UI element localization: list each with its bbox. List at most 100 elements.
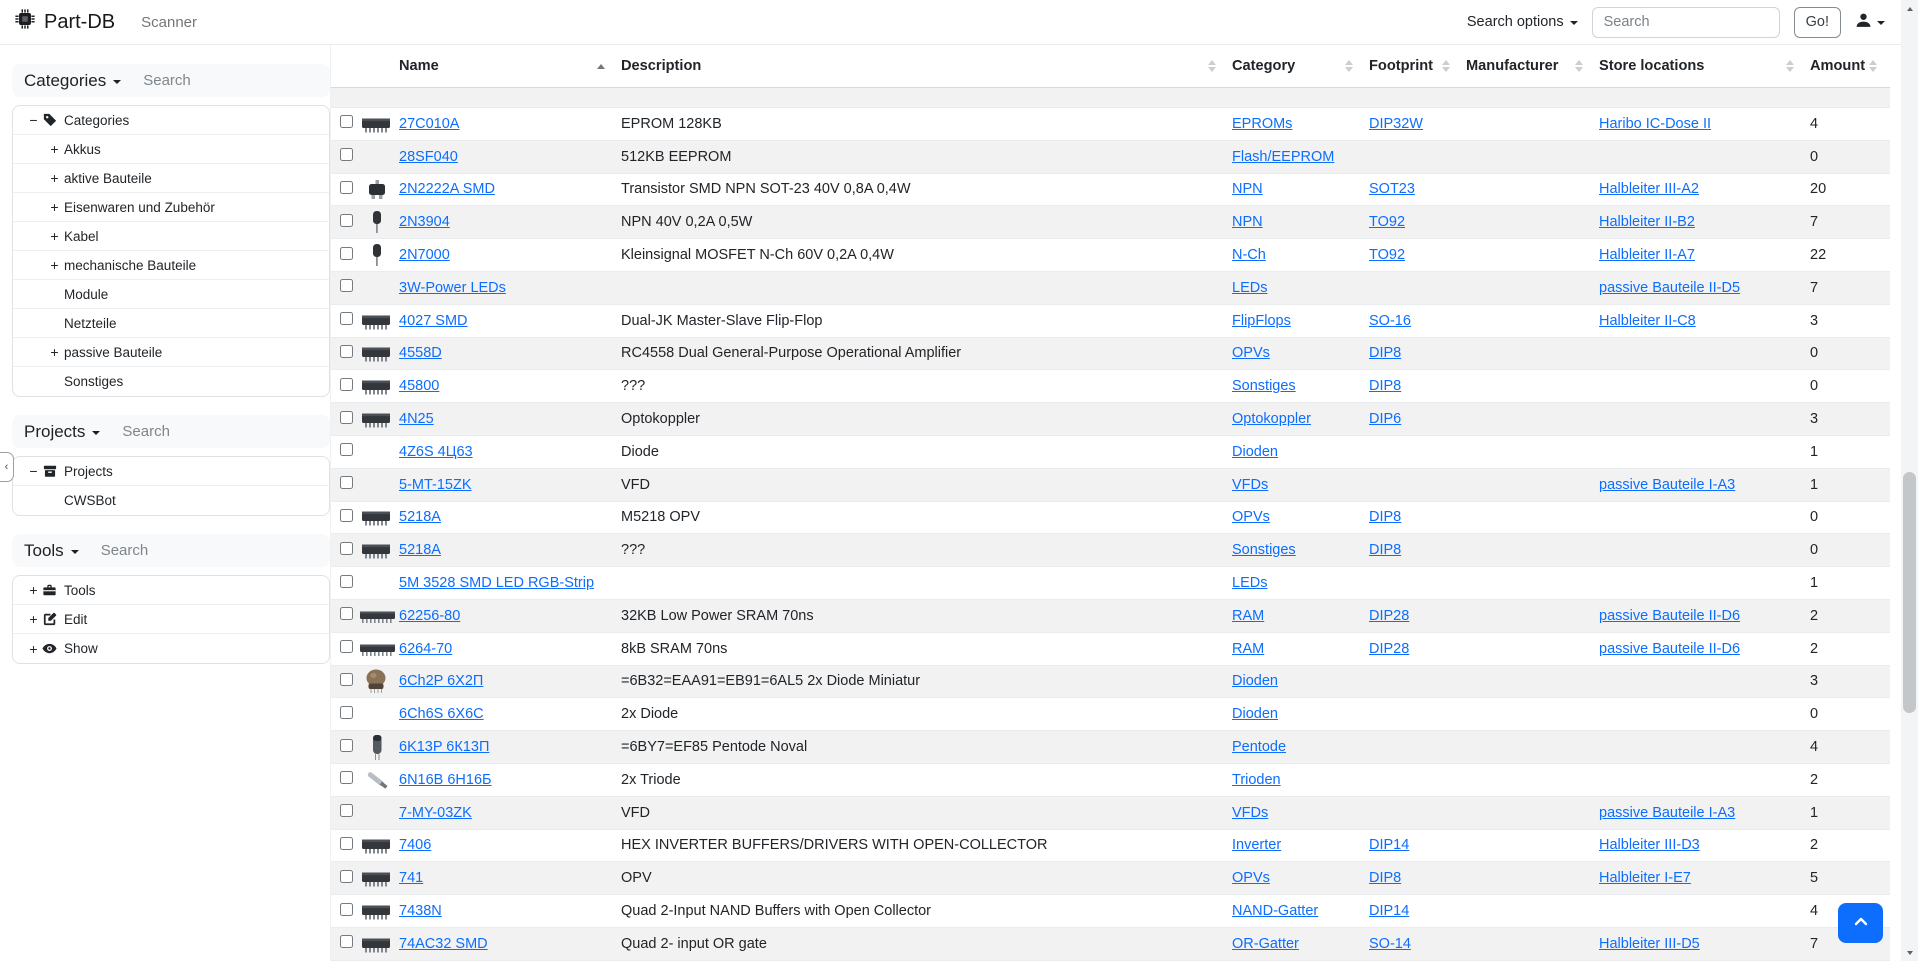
part-name-link[interactable]: 4N25 bbox=[399, 411, 434, 428]
panel-header-categories[interactable]: Categories bbox=[12, 64, 330, 97]
category-link[interactable]: Optokoppler bbox=[1232, 411, 1311, 428]
store-location-link[interactable]: passive Bauteile I-A3 bbox=[1599, 804, 1736, 821]
category-link[interactable]: Dioden bbox=[1232, 706, 1278, 723]
column-header-footprint[interactable]: Footprint bbox=[1367, 45, 1464, 87]
search-options-dropdown[interactable]: Search options bbox=[1467, 14, 1578, 30]
part-name-link[interactable]: 74AC32 SMD bbox=[399, 935, 488, 952]
part-name-link[interactable]: 5-MT-15ZK bbox=[399, 476, 472, 493]
sidebar-item-projects[interactable]: − Projects bbox=[13, 457, 329, 486]
panel-header-tools[interactable]: Tools bbox=[12, 534, 330, 567]
sidebar-item-kabel[interactable]: + Kabel bbox=[13, 222, 329, 251]
part-name-link[interactable]: 7406 bbox=[399, 837, 432, 854]
tree-expander[interactable]: − bbox=[29, 112, 38, 128]
row-checkbox[interactable] bbox=[340, 476, 353, 490]
part-name-link[interactable]: 5218A bbox=[399, 509, 441, 526]
row-checkbox[interactable] bbox=[340, 705, 353, 719]
footprint-link[interactable]: DIP8 bbox=[1369, 378, 1402, 395]
part-name-link[interactable]: 6Ch2P 6Х2П bbox=[399, 673, 484, 690]
store-location-link[interactable]: Halbleiter III-A2 bbox=[1599, 181, 1699, 198]
sidebar-item-show[interactable]: + Show bbox=[13, 634, 329, 663]
row-checkbox[interactable] bbox=[340, 508, 353, 522]
sidebar-item-module[interactable]: Module bbox=[13, 280, 329, 309]
row-checkbox[interactable] bbox=[340, 607, 353, 621]
category-link[interactable]: Sonstiges bbox=[1232, 542, 1296, 559]
column-header-name[interactable]: Name bbox=[397, 45, 619, 87]
footprint-link[interactable]: TO92 bbox=[1369, 247, 1406, 264]
tree-expander[interactable]: − bbox=[29, 463, 38, 479]
part-name-link[interactable]: 7-MY-03ZK bbox=[399, 804, 472, 821]
part-name-link[interactable]: 6264-70 bbox=[399, 640, 453, 657]
user-menu[interactable] bbox=[1855, 12, 1885, 33]
row-checkbox[interactable] bbox=[340, 672, 353, 686]
row-checkbox[interactable] bbox=[340, 410, 353, 424]
nav-item-scanner[interactable]: Scanner bbox=[141, 13, 197, 31]
sidebar-item-passive-bauteile[interactable]: + passive Bauteile bbox=[13, 338, 329, 367]
store-location-link[interactable]: passive Bauteile II-D6 bbox=[1599, 607, 1741, 624]
category-link[interactable]: OPVs bbox=[1232, 509, 1270, 526]
row-checkbox[interactable] bbox=[340, 836, 353, 850]
sidebar-item-eisenwaren-und-zubeh-r[interactable]: + Eisenwaren und Zubehör bbox=[13, 193, 329, 222]
row-checkbox[interactable] bbox=[340, 541, 353, 555]
category-link[interactable]: N-Ch bbox=[1232, 247, 1266, 264]
part-name-link[interactable]: 7438N bbox=[399, 903, 442, 920]
sidebar-item-aktive-bauteile[interactable]: + aktive Bauteile bbox=[13, 164, 329, 193]
category-link[interactable]: RAM bbox=[1232, 607, 1265, 624]
tree-expander[interactable]: + bbox=[50, 199, 59, 215]
category-link[interactable]: Dioden bbox=[1232, 443, 1278, 460]
part-name-link[interactable]: 4558D bbox=[399, 345, 442, 362]
store-location-link[interactable]: Halbleiter I-E7 bbox=[1599, 870, 1691, 887]
store-location-link[interactable]: Halbleiter II-A7 bbox=[1599, 247, 1695, 264]
part-name-link[interactable]: 2N3904 bbox=[399, 214, 450, 231]
part-name-link[interactable]: 4027 SMD bbox=[399, 312, 468, 329]
sidebar-item-akkus[interactable]: + Akkus bbox=[13, 135, 329, 164]
tree-expander[interactable]: + bbox=[50, 344, 59, 360]
footprint-link[interactable]: DIP8 bbox=[1369, 345, 1402, 362]
sidebar-item-edit[interactable]: + Edit bbox=[13, 605, 329, 634]
store-location-link[interactable]: Halbleiter II-B2 bbox=[1599, 214, 1695, 231]
row-checkbox[interactable] bbox=[340, 771, 353, 785]
part-name-link[interactable]: 4Z6S 4Ц63 bbox=[399, 443, 473, 460]
category-link[interactable]: OR-Gatter bbox=[1232, 935, 1299, 952]
part-name-link[interactable]: 27C010A bbox=[399, 115, 460, 132]
row-checkbox[interactable] bbox=[340, 344, 353, 358]
category-link[interactable]: VFDs bbox=[1232, 476, 1269, 493]
part-name-link[interactable]: 5218A bbox=[399, 542, 441, 559]
tree-expander[interactable]: + bbox=[29, 611, 38, 627]
row-checkbox[interactable] bbox=[340, 869, 353, 883]
part-name-link[interactable]: 28SF040 bbox=[399, 148, 458, 165]
footprint-link[interactable]: TO92 bbox=[1369, 214, 1406, 231]
tree-expander[interactable]: + bbox=[50, 170, 59, 186]
sidebar-item-cwsbot[interactable]: CWSBot bbox=[13, 486, 329, 515]
part-name-link[interactable]: 3W-Power LEDs bbox=[399, 279, 506, 296]
row-checkbox[interactable] bbox=[340, 377, 353, 391]
search-input[interactable] bbox=[1591, 6, 1780, 38]
tree-expander[interactable]: + bbox=[50, 257, 59, 273]
part-name-link[interactable]: 2N7000 bbox=[399, 247, 450, 264]
footprint-link[interactable]: DIP32W bbox=[1369, 115, 1423, 132]
column-header-amount[interactable]: Amount bbox=[1808, 45, 1891, 87]
footprint-link[interactable]: SOT23 bbox=[1369, 181, 1415, 198]
part-name-link[interactable]: 741 bbox=[399, 870, 424, 887]
category-link[interactable]: NAND-Gatter bbox=[1232, 903, 1319, 920]
category-link[interactable]: Inverter bbox=[1232, 837, 1282, 854]
row-checkbox[interactable] bbox=[340, 312, 353, 326]
sidebar-item-tools[interactable]: + Tools bbox=[13, 576, 329, 605]
store-location-link[interactable]: Haribo IC-Dose II bbox=[1599, 115, 1712, 132]
row-checkbox[interactable] bbox=[340, 640, 353, 654]
category-link[interactable]: Pentode bbox=[1232, 739, 1287, 756]
row-checkbox[interactable] bbox=[340, 115, 353, 129]
category-link[interactable]: FlipFlops bbox=[1232, 312, 1291, 329]
footprint-link[interactable]: DIP28 bbox=[1369, 640, 1410, 657]
scrollbar-down-arrow[interactable] bbox=[1901, 944, 1918, 961]
part-name-link[interactable]: 6Ch6S 6Х6С bbox=[399, 706, 484, 723]
store-location-link[interactable]: Halbleiter III-D3 bbox=[1599, 837, 1700, 854]
column-header-category[interactable]: Category bbox=[1230, 45, 1367, 87]
categories-search-input[interactable] bbox=[141, 71, 292, 90]
store-location-link[interactable]: passive Bauteile II-D5 bbox=[1599, 279, 1741, 296]
tree-expander[interactable]: + bbox=[50, 141, 59, 157]
tree-expander[interactable]: + bbox=[50, 228, 59, 244]
part-name-link[interactable]: 5M 3528 SMD LED RGB-Strip bbox=[399, 575, 595, 592]
scroll-to-top-button[interactable] bbox=[1838, 903, 1883, 943]
row-checkbox[interactable] bbox=[340, 574, 353, 588]
category-link[interactable]: VFDs bbox=[1232, 804, 1269, 821]
